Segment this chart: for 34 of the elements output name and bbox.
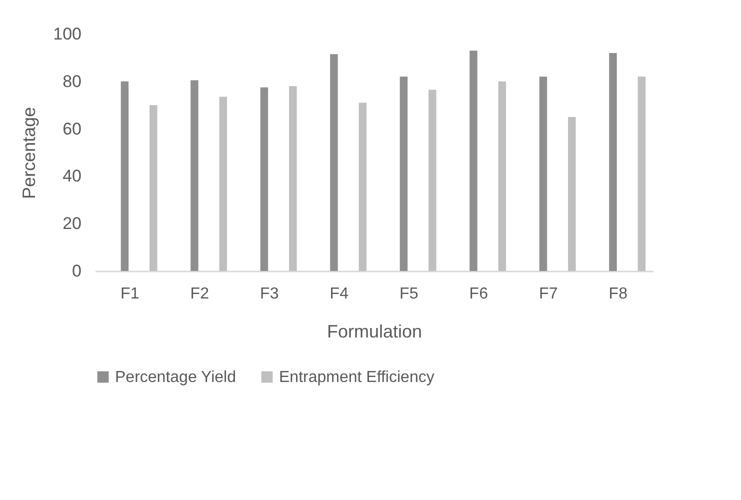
bar — [260, 87, 268, 271]
y-tick-label: 40 — [62, 166, 82, 186]
bar — [539, 76, 548, 271]
x-tick-label: F2 — [190, 286, 210, 302]
bar — [428, 90, 436, 271]
bar — [470, 50, 478, 271]
x-tick-label: F1 — [120, 286, 140, 302]
y-tick-label: 60 — [62, 119, 82, 138]
x-axis-title: Formulation — [326, 322, 422, 342]
y-tick-label: 20 — [62, 214, 82, 234]
x-tick-label: F4 — [330, 286, 349, 302]
bar — [219, 96, 228, 271]
x-tick-label: F8 — [608, 286, 628, 302]
x-tick-label: F6 — [469, 286, 488, 302]
y-axis-title: Percentage — [19, 106, 40, 200]
x-tick-label: F3 — [260, 286, 279, 302]
y-tick-label: 100 — [53, 24, 82, 44]
x-tick-label: F5 — [400, 286, 418, 302]
y-tick-label: 0 — [72, 262, 82, 280]
bar — [568, 116, 576, 271]
legend-label: Percentage Yield — [115, 369, 236, 386]
x-tick-label: F7 — [539, 286, 558, 302]
bar — [120, 81, 129, 271]
y-tick-label: 80 — [62, 72, 82, 91]
bar — [330, 54, 338, 271]
bar — [498, 81, 506, 271]
bar — [609, 52, 617, 271]
bar — [190, 80, 198, 271]
bar — [400, 76, 408, 271]
bar — [638, 76, 646, 271]
bar — [289, 86, 297, 271]
bar — [150, 105, 158, 271]
bar — [358, 102, 367, 271]
legend-label: Entrapment Efficiency — [279, 369, 434, 386]
